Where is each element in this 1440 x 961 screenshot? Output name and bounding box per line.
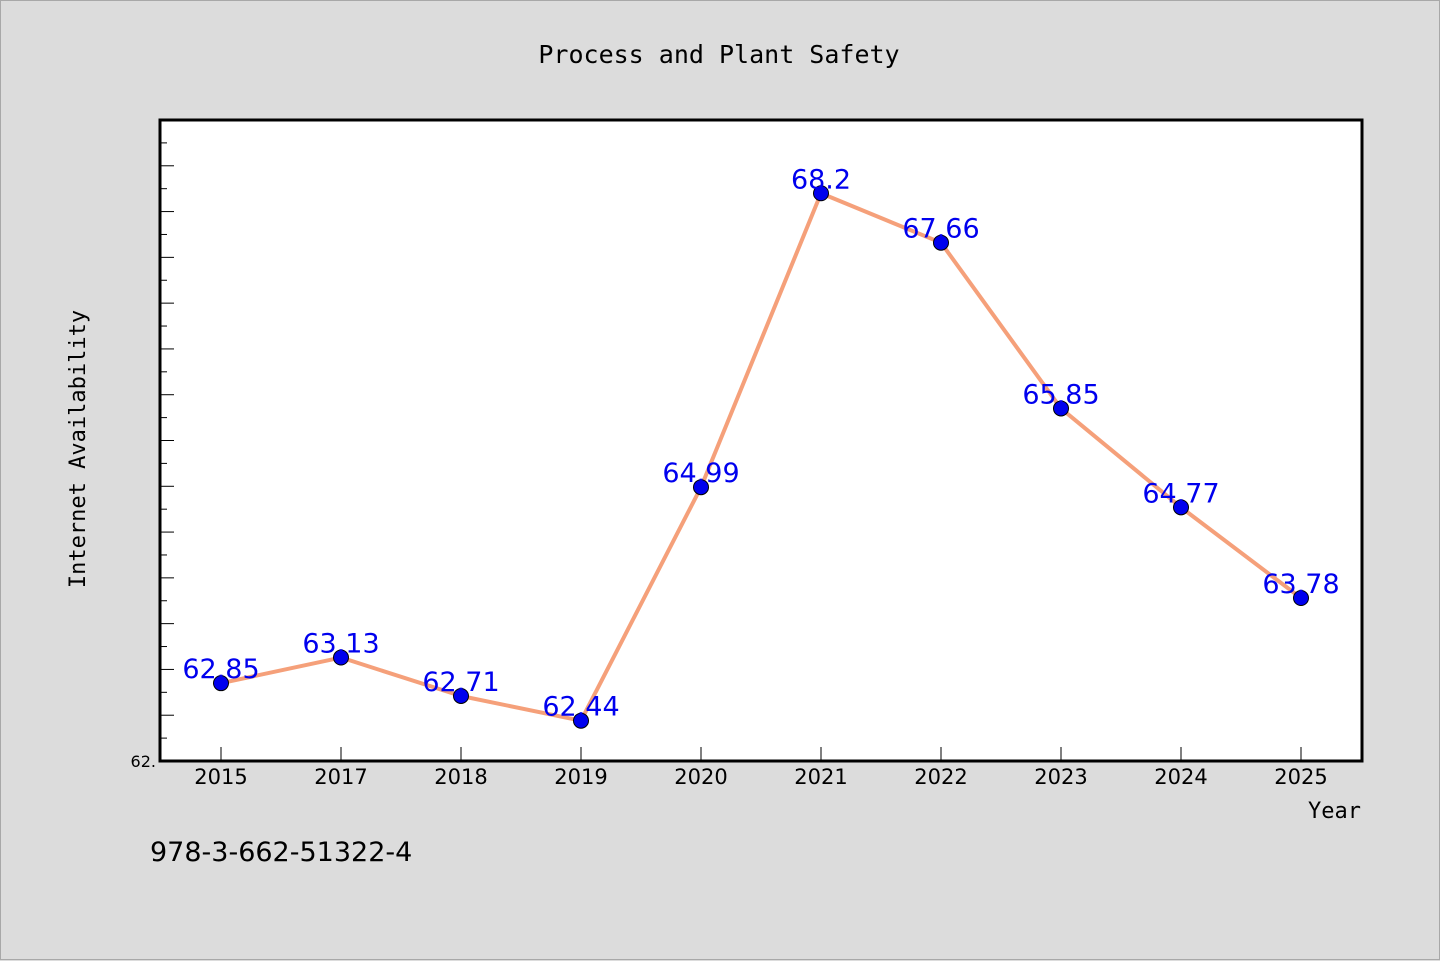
- x-tick-label: 2024: [1154, 765, 1207, 789]
- x-tick-labels: 2015 2017 2018 2019 2020 2021 2022 2023 2024 2025: [194, 765, 1327, 789]
- x-tick-label: 2020: [674, 765, 727, 789]
- series-line-group: 62.85 63.13 62.71 62.44 64.99 68.2 67.66 65.85 6…: [182, 164, 1340, 729]
- x-tick-label: 2015: [194, 765, 247, 789]
- data-point[interactable]: [1293, 590, 1309, 607]
- x-tick-label: 2018: [434, 765, 487, 789]
- x-axis-ticks: [220, 747, 1302, 761]
- y-axis-ticks: [160, 119, 174, 762]
- data-label: 64.99: [662, 458, 739, 489]
- data-point[interactable]: [693, 479, 709, 496]
- data-label: 62.44: [542, 692, 619, 723]
- data-point[interactable]: [333, 649, 349, 666]
- data-label: 63.78: [1262, 569, 1339, 600]
- series-line: [220, 191, 1303, 723]
- data-point[interactable]: [933, 234, 949, 251]
- data-point[interactable]: [1173, 499, 1189, 516]
- x-tick-label: 2021: [794, 765, 847, 789]
- data-label: 62.71: [422, 667, 499, 698]
- data-label: 62.85: [182, 654, 259, 685]
- data-label: 65.85: [1022, 379, 1099, 410]
- plot-area: [158, 118, 1364, 763]
- x-tick-label: 2017: [314, 765, 367, 789]
- data-point[interactable]: [1053, 400, 1069, 417]
- chart-title: Process and Plant Safety: [538, 40, 899, 69]
- x-tick-label: 2023: [1034, 765, 1087, 789]
- data-point[interactable]: [213, 675, 229, 692]
- data-label: 64.77: [1142, 478, 1219, 509]
- data-point[interactable]: [813, 185, 829, 202]
- y-tick-label: 62.: [131, 752, 156, 771]
- data-label: 68.2: [791, 164, 851, 195]
- data-label: 63.13: [302, 629, 379, 660]
- data-label: 67.66: [902, 214, 979, 245]
- x-tick-label: 2022: [914, 765, 967, 789]
- data-point[interactable]: [573, 712, 589, 729]
- x-tick-label: 2025: [1274, 765, 1327, 789]
- data-point[interactable]: [453, 687, 469, 704]
- x-tick-label: 2019: [554, 765, 607, 789]
- isbn-footer: 978-3-662-51322-4: [150, 837, 413, 868]
- y-axis-label: Internet Availability: [66, 310, 91, 588]
- x-axis-label: Year: [1308, 799, 1361, 824]
